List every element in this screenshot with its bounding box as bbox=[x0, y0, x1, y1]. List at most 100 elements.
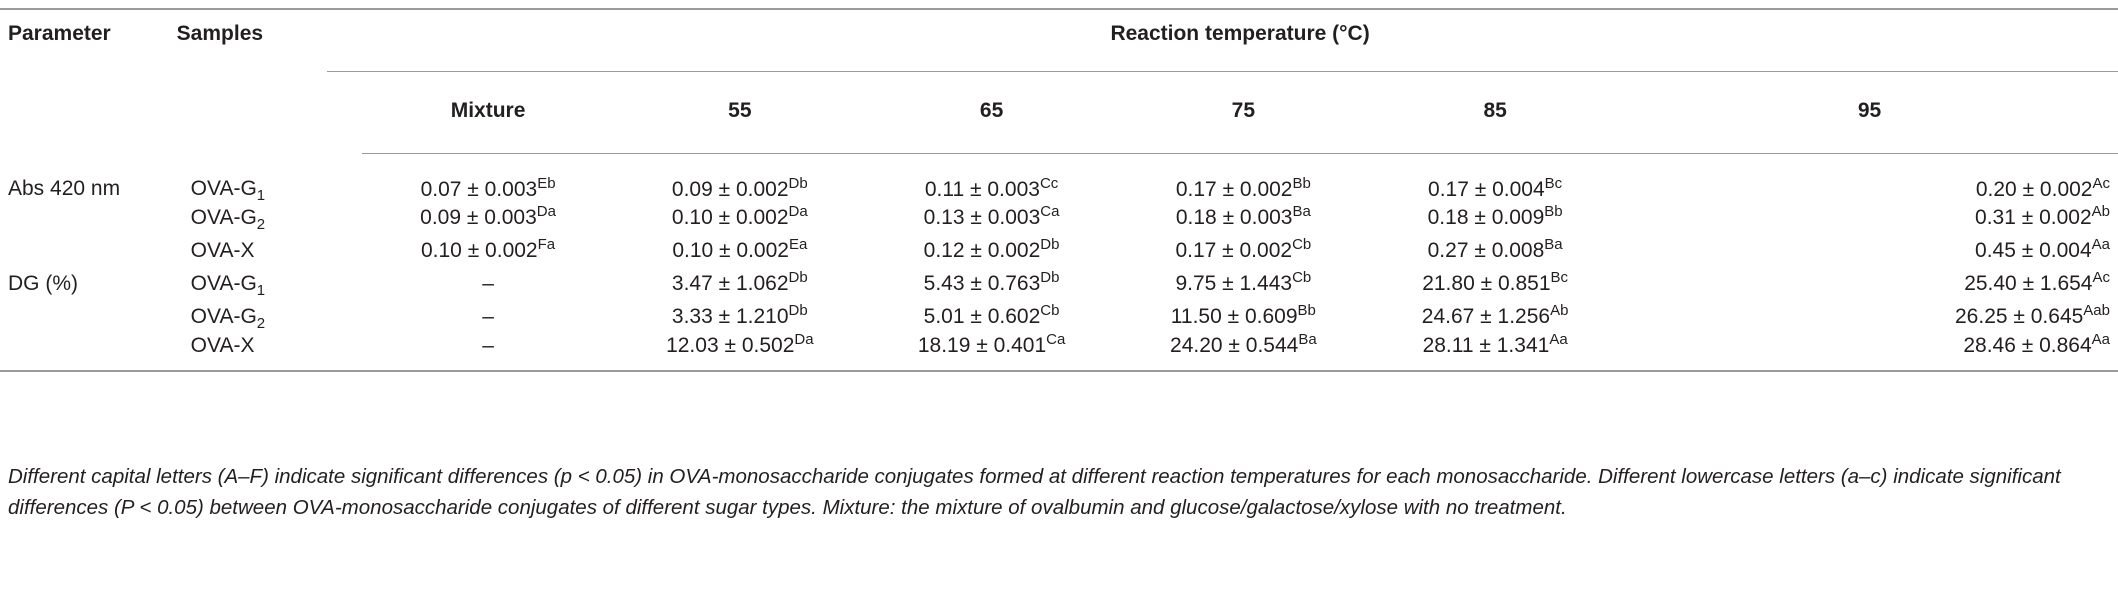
value-text: 0.18 ± 0.009 bbox=[1427, 206, 1545, 229]
value-text: – bbox=[482, 272, 494, 295]
significance-letters: Da bbox=[794, 330, 814, 348]
significance-letters: Cc bbox=[1039, 174, 1059, 192]
value-text: 24.67 ± 1.256 bbox=[1421, 305, 1551, 328]
cell-sample: OVA-G1 bbox=[177, 268, 363, 301]
sample-name: OVA-X bbox=[190, 333, 255, 357]
value-text: 5.01 ± 0.602 bbox=[923, 305, 1041, 328]
header-row-1: Parameter Samples Reaction temperature (… bbox=[0, 8, 2118, 153]
significance-letters: Db bbox=[788, 174, 808, 192]
value-text: 0.07 ± 0.003 bbox=[420, 177, 538, 201]
significance-letters: Ca bbox=[1040, 203, 1060, 220]
value-text: 9.75 ± 1.443 bbox=[1175, 272, 1293, 295]
value-text: – bbox=[482, 333, 494, 357]
cell-parameter bbox=[0, 235, 177, 268]
cell-value: 0.45 ± 0.004Aa bbox=[1621, 235, 2118, 268]
table-body: Abs 420 nm OVA-G1 0.07 ± 0.003Eb 0.09 ± 0.0… bbox=[0, 153, 2118, 372]
value-text: 3.47 ± 1.062 bbox=[671, 272, 789, 295]
header-reaction-temperature-label: Reaction temperature (°C) bbox=[1110, 22, 1370, 45]
value-text: 0.10 ± 0.002 bbox=[420, 239, 538, 262]
significance-letters: Bc bbox=[1544, 174, 1563, 192]
significance-letters: Bb bbox=[1292, 174, 1311, 192]
value-text: 12.03 ± 0.502 bbox=[666, 333, 795, 357]
cell-value: 5.01 ± 0.602Cb bbox=[866, 301, 1118, 334]
significance-letters: Da bbox=[536, 203, 556, 220]
cell-value: 0.13 ± 0.003Ca bbox=[866, 202, 1118, 235]
cell-value: 18.19 ± 0.401Ca bbox=[865, 332, 1118, 372]
header-subgroup-rule bbox=[327, 71, 2118, 72]
sample-name: OVA-G bbox=[190, 206, 257, 229]
cell-value: 24.67 ± 1.256Ab bbox=[1369, 301, 1621, 334]
value-text: 0.10 ± 0.002 bbox=[672, 239, 789, 262]
cell-value: 0.12 ± 0.002Db bbox=[866, 235, 1118, 268]
header-temp-55: 55 bbox=[613, 55, 866, 154]
value-text: 11.50 ± 0.609 bbox=[1170, 305, 1298, 328]
value-text: 0.17 ± 0.002 bbox=[1175, 177, 1293, 201]
cell-value: 3.47 ± 1.062Db bbox=[614, 268, 866, 301]
value-text: 0.09 ± 0.003 bbox=[420, 206, 537, 229]
sample-subscript: 1 bbox=[256, 187, 266, 205]
value-text: 0.12 ± 0.002 bbox=[923, 239, 1041, 262]
cell-parameter: Abs 420 nm bbox=[8, 177, 121, 201]
header-temp-75: 75 bbox=[1117, 55, 1370, 154]
value-text: 24.20 ± 0.544 bbox=[1170, 333, 1299, 357]
significance-letters: Cb bbox=[1040, 302, 1060, 319]
cell-value: – bbox=[362, 333, 614, 372]
cell-sample: OVA-G2 bbox=[177, 202, 363, 235]
cell-value: 0.09 ± 0.003Da bbox=[362, 202, 614, 235]
cell-value: – bbox=[362, 301, 614, 334]
cell-value: 21.80 ± 0.851Bc bbox=[1369, 268, 1621, 301]
significance-letters: Ba bbox=[1298, 330, 1317, 348]
table-row: DG (%) OVA-G1–3.47 ± 1.062Db 5.43 ± 0.763D… bbox=[0, 268, 2118, 301]
results-table: Parameter Samples Reaction temperature (… bbox=[0, 8, 2118, 372]
value-text: 28.46 ± 0.864 bbox=[1963, 333, 2092, 357]
table-row: OVA-X –12.03 ± 0.502Da 18.19 ± 0.401Ca 24.2… bbox=[0, 330, 2118, 372]
value-text: 28.11 ± 1.341 bbox=[1422, 333, 1550, 357]
value-text: 0.17 ± 0.002 bbox=[1175, 239, 1293, 262]
table-footnote: Different capital letters (A–F) indicate… bbox=[8, 465, 2061, 519]
value-text: 3.33 ± 1.210 bbox=[671, 305, 789, 328]
significance-letters: Ac bbox=[2092, 269, 2110, 286]
value-text: 0.10 ± 0.002 bbox=[671, 206, 789, 229]
value-text: 18.19 ± 0.401 bbox=[917, 333, 1047, 357]
sample-name: OVA-G bbox=[190, 305, 257, 328]
significance-letters: Bb bbox=[1297, 302, 1316, 319]
cell-sample: OVA-G1 bbox=[177, 153, 363, 205]
cell-value: 0.10 ± 0.002Ea bbox=[614, 235, 866, 268]
value-text: 0.13 ± 0.003 bbox=[923, 206, 1041, 229]
header-temp-85: 85 bbox=[1369, 55, 1621, 154]
significance-letters: Aa bbox=[2091, 236, 2110, 253]
cell-value: 5.43 ± 0.763Db bbox=[866, 268, 1118, 301]
significance-letters: Aa bbox=[2091, 330, 2110, 348]
value-text: 0.11 ± 0.003 bbox=[924, 177, 1040, 201]
significance-letters: Bc bbox=[1550, 269, 1569, 286]
value-text: 26.25 ± 0.645 bbox=[1955, 305, 2084, 328]
significance-letters: Ab bbox=[1550, 302, 1569, 319]
value-text: 0.09 ± 0.002 bbox=[671, 177, 789, 201]
significance-letters: Cb bbox=[1292, 269, 1312, 286]
value-text: 0.18 ± 0.003 bbox=[1175, 206, 1293, 229]
significance-letters: Cb bbox=[1292, 236, 1312, 253]
sample-name: OVA-G bbox=[190, 272, 257, 295]
cell-value: 26.25 ± 0.645Aab bbox=[1621, 301, 2118, 334]
cell-value: 0.27 ± 0.008Ba bbox=[1369, 235, 1621, 268]
cell-value: 24.20 ± 0.544Ba bbox=[1117, 330, 1370, 372]
header-parameter: Parameter bbox=[0, 8, 177, 153]
cell-value: 0.17 ± 0.004Bc bbox=[1369, 153, 1621, 202]
value-text: 0.27 ± 0.008 bbox=[1427, 239, 1545, 262]
cell-value: 12.03 ± 0.502Da bbox=[613, 330, 866, 372]
significance-letters: Bb bbox=[1544, 203, 1563, 220]
cell-value: 0.18 ± 0.003Ba bbox=[1117, 202, 1369, 235]
sample-subscript: 2 bbox=[256, 216, 266, 234]
significance-letters: Aab bbox=[2083, 302, 2110, 319]
header-temp-65: 65 bbox=[865, 55, 1118, 154]
cell-parameter bbox=[0, 301, 177, 334]
table-row: Abs 420 nm OVA-G1 0.07 ± 0.003Eb 0.09 ± 0.0… bbox=[0, 153, 2118, 205]
header-samples: Samples bbox=[176, 8, 363, 153]
significance-letters: Aa bbox=[1549, 330, 1568, 348]
significance-letters: Db bbox=[788, 302, 808, 319]
cell-value: 11.50 ± 0.609Bb bbox=[1117, 301, 1369, 334]
header-mixture: Mixture bbox=[362, 55, 614, 154]
cell-value: 9.75 ± 1.443Cb bbox=[1117, 268, 1369, 301]
significance-letters: Ba bbox=[1544, 236, 1563, 253]
